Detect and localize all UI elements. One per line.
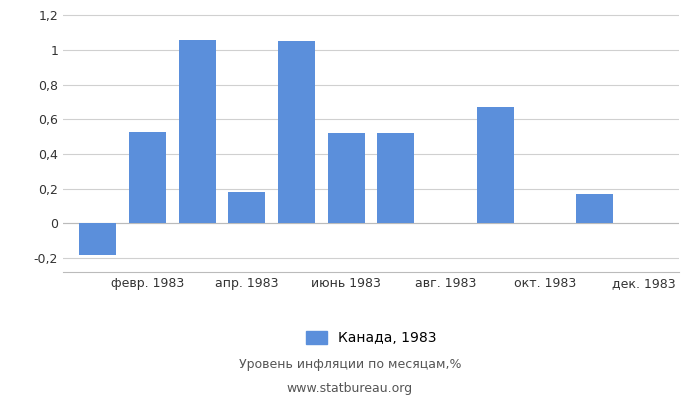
Bar <box>79 224 116 255</box>
Bar <box>477 107 514 224</box>
Text: Уровень инфляции по месяцам,%: Уровень инфляции по месяцам,% <box>239 358 461 371</box>
Legend: Канада, 1983: Канада, 1983 <box>300 326 442 351</box>
Bar <box>278 42 315 224</box>
Bar <box>178 40 216 224</box>
Bar <box>328 133 365 224</box>
Text: www.statbureau.org: www.statbureau.org <box>287 382 413 395</box>
Bar <box>228 192 265 224</box>
Bar <box>377 133 414 224</box>
Bar <box>576 194 613 224</box>
Bar <box>129 132 166 224</box>
